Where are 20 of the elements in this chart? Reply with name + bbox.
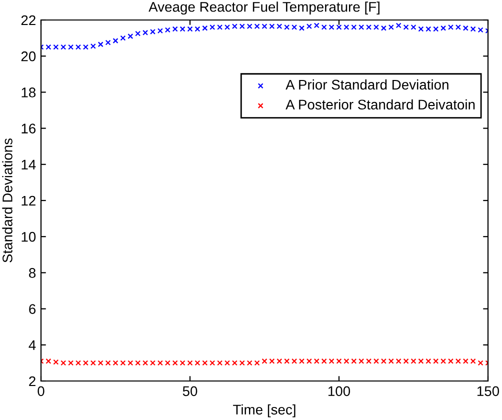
x-tick-label: 0	[38, 386, 44, 396]
x-axis-title: Time [sec]	[233, 404, 296, 418]
y-tick-label: 18	[22, 88, 36, 98]
y-tick-label: 10	[22, 232, 36, 242]
legend-label: A Posterior Standard Deivatoin	[286, 99, 475, 110]
y-tick-label: 2	[29, 376, 36, 386]
y-tick-label: 20	[21, 51, 36, 62]
y-tick-label: 12	[22, 196, 36, 206]
y-axis-title: Standard Deviations	[2, 138, 12, 262]
y-tick-label: 4	[28, 340, 36, 350]
chart-title: Aveage Reactor Fuel Temperature [F]	[148, 2, 380, 15]
x-tick-label: 50	[182, 386, 198, 396]
y-tick-label: 14	[22, 160, 36, 170]
y-tick-label: 16	[22, 124, 36, 134]
y-tick-label: 6	[29, 304, 36, 314]
legend-label: A Prior Standard Deviation	[286, 79, 448, 90]
y-tick-label: 8	[29, 268, 36, 278]
x-tick-label: 100	[328, 386, 350, 396]
y-tick-label: 22	[21, 15, 36, 26]
x-tick-label: 150	[477, 386, 500, 396]
